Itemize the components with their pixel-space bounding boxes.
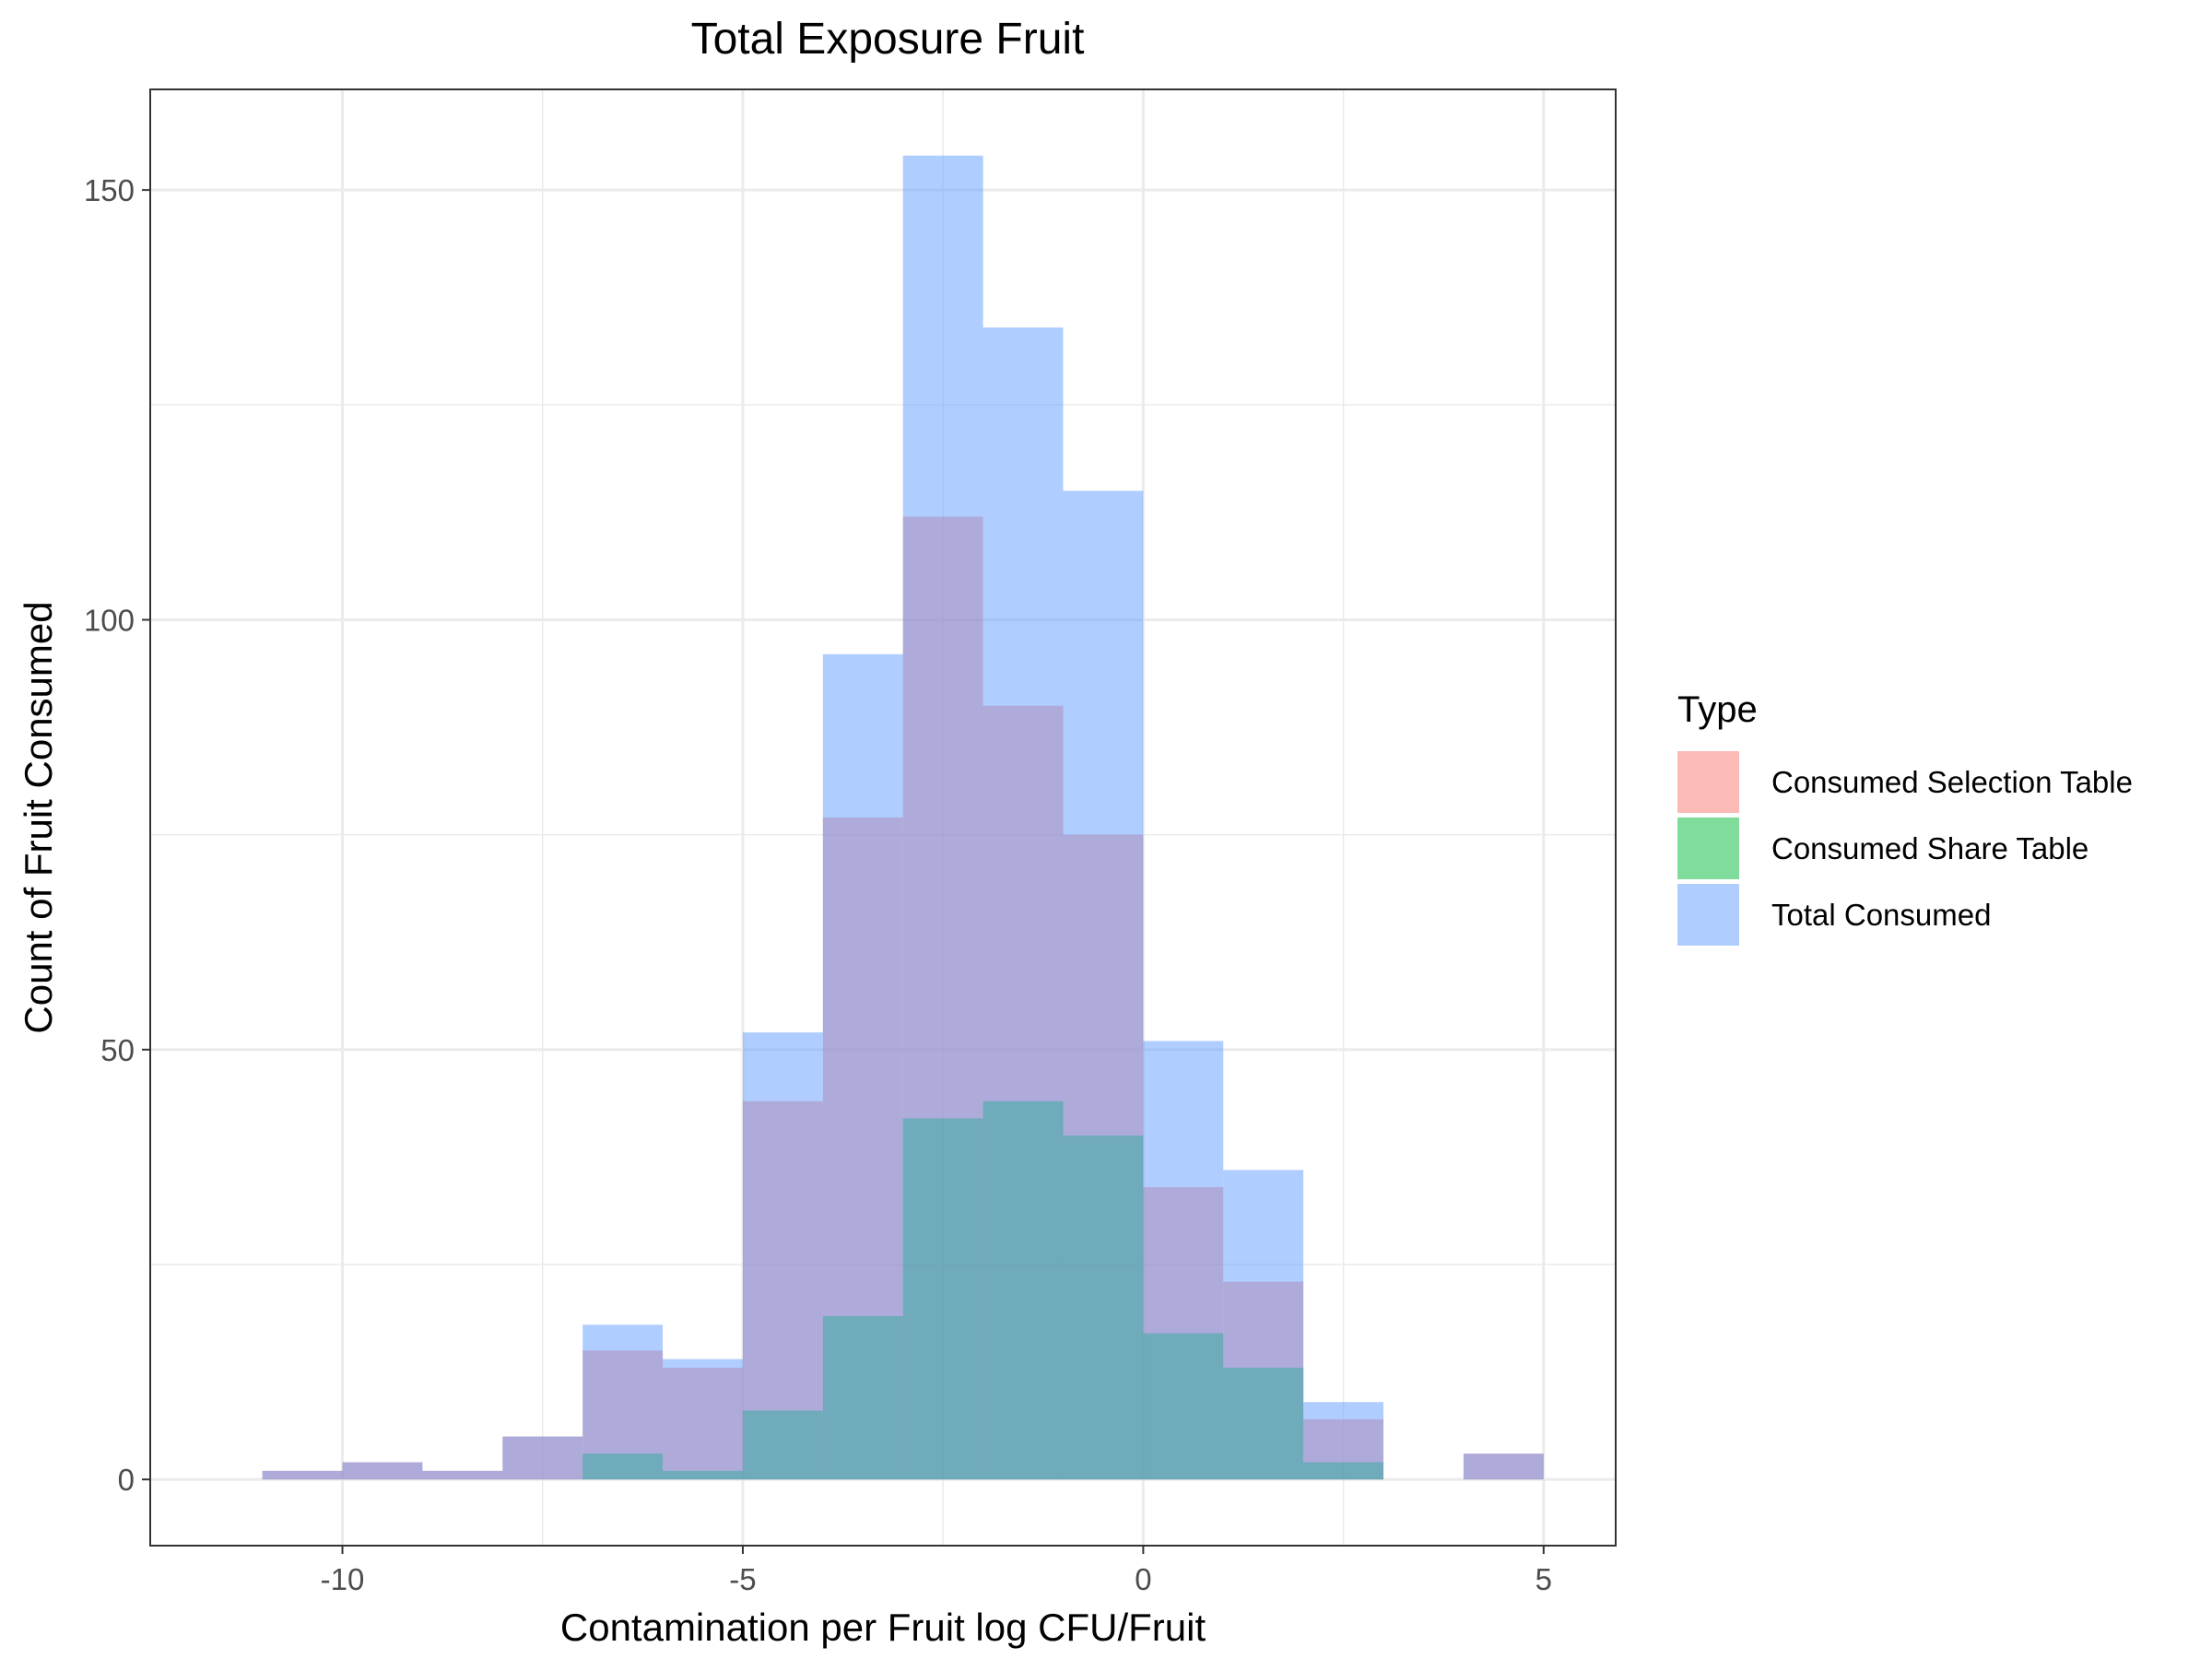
bar-total-consumed — [902, 155, 983, 1480]
y-axis-title: Count of Fruit Consumed — [17, 601, 60, 1033]
plot-border — [149, 88, 1617, 1547]
x-tick-label: -10 — [321, 1562, 365, 1596]
histogram-bars — [262, 155, 1544, 1480]
y-tick-label: 150 — [84, 173, 135, 207]
x-tick-label: 0 — [1135, 1562, 1151, 1596]
bar-total-consumed — [982, 327, 1064, 1480]
bar-total-consumed — [1463, 1453, 1544, 1480]
legend-key — [1677, 751, 1739, 813]
bar-total-consumed — [1063, 490, 1144, 1480]
legend-label: Consumed Selection Table — [1771, 765, 2133, 799]
bar-total-consumed — [663, 1359, 743, 1480]
bar-total-consumed — [422, 1470, 503, 1480]
y-tick-label: 0 — [118, 1463, 135, 1497]
legend: Type Consumed Selection Table Consumed Sh… — [1677, 689, 2133, 946]
x-axis-title: Contamination per Fruit log CFU/Fruit — [560, 1606, 1206, 1649]
y-tick-label: 50 — [100, 1033, 135, 1067]
legend-key — [1677, 884, 1739, 946]
legend-label: Consumed Share Table — [1771, 831, 2088, 865]
legend-key — [1677, 818, 1739, 879]
x-tick-label: 5 — [1535, 1562, 1552, 1596]
bar-total-consumed — [1143, 1041, 1224, 1480]
bar-total-consumed — [822, 653, 903, 1480]
bar-total-consumed — [582, 1324, 664, 1480]
legend-label: Total Consumed — [1771, 898, 1991, 932]
bar-total-consumed — [1303, 1402, 1384, 1480]
bar-total-consumed — [1223, 1170, 1304, 1480]
y-tick-label: 100 — [84, 603, 135, 637]
bar-total-consumed — [742, 1032, 823, 1480]
bar-total-consumed — [502, 1436, 583, 1480]
chart-title: Total Exposure Fruit — [691, 15, 1085, 64]
bar-total-consumed — [262, 1470, 343, 1480]
legend-title: Type — [1677, 689, 1758, 730]
x-tick-label: -5 — [729, 1562, 756, 1596]
bar-total-consumed — [342, 1462, 423, 1480]
